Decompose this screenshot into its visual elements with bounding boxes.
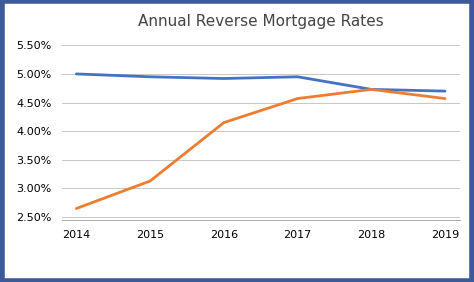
FIXED RATE [368, 88, 374, 91]
ADJUSTABLE RATE [147, 179, 153, 183]
FIXED RATE [147, 75, 153, 78]
FIXED RATE [295, 75, 301, 78]
ADJUSTABLE RATE [73, 207, 79, 210]
Title: Annual Reverse Mortgage Rates: Annual Reverse Mortgage Rates [138, 14, 383, 28]
ADJUSTABLE RATE [368, 88, 374, 91]
Line: ADJUSTABLE RATE: ADJUSTABLE RATE [76, 89, 445, 208]
FIXED RATE [221, 77, 227, 80]
FIXED RATE [442, 89, 448, 93]
ADJUSTABLE RATE [442, 97, 448, 100]
FIXED RATE [73, 72, 79, 76]
Line: FIXED RATE: FIXED RATE [76, 74, 445, 91]
ADJUSTABLE RATE [295, 97, 301, 100]
ADJUSTABLE RATE [221, 121, 227, 124]
Legend: FIXED RATE, ADJUSTABLE RATE: FIXED RATE, ADJUSTABLE RATE [145, 277, 377, 282]
